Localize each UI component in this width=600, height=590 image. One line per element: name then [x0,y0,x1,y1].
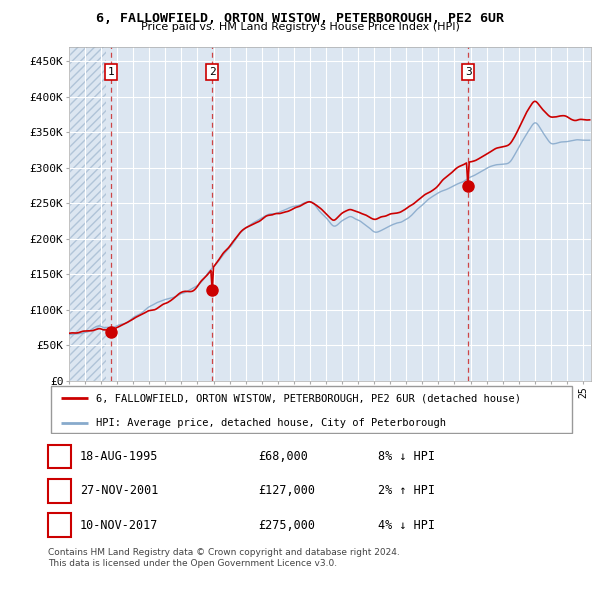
Text: 2: 2 [209,67,215,77]
Text: 3: 3 [56,519,63,532]
Text: Contains HM Land Registry data © Crown copyright and database right 2024.
This d: Contains HM Land Registry data © Crown c… [48,548,400,568]
Text: 8% ↓ HPI: 8% ↓ HPI [378,450,435,463]
Text: £275,000: £275,000 [258,519,315,532]
Text: 6, FALLOWFIELD, ORTON WISTOW, PETERBOROUGH, PE2 6UR (detached house): 6, FALLOWFIELD, ORTON WISTOW, PETERBOROU… [95,394,521,404]
FancyBboxPatch shape [50,386,572,432]
Text: 2% ↑ HPI: 2% ↑ HPI [378,484,435,497]
Text: 18-AUG-1995: 18-AUG-1995 [80,450,158,463]
Text: 1: 1 [56,450,63,463]
Text: 10-NOV-2017: 10-NOV-2017 [80,519,158,532]
Text: 6, FALLOWFIELD, ORTON WISTOW, PETERBOROUGH, PE2 6UR: 6, FALLOWFIELD, ORTON WISTOW, PETERBOROU… [96,12,504,25]
Text: 3: 3 [465,67,472,77]
Text: 27-NOV-2001: 27-NOV-2001 [80,484,158,497]
Text: HPI: Average price, detached house, City of Peterborough: HPI: Average price, detached house, City… [95,418,446,428]
Text: 2: 2 [56,484,63,497]
Text: £68,000: £68,000 [258,450,308,463]
Text: 1: 1 [108,67,115,77]
Text: 4% ↓ HPI: 4% ↓ HPI [378,519,435,532]
Text: Price paid vs. HM Land Registry's House Price Index (HPI): Price paid vs. HM Land Registry's House … [140,22,460,32]
Text: £127,000: £127,000 [258,484,315,497]
